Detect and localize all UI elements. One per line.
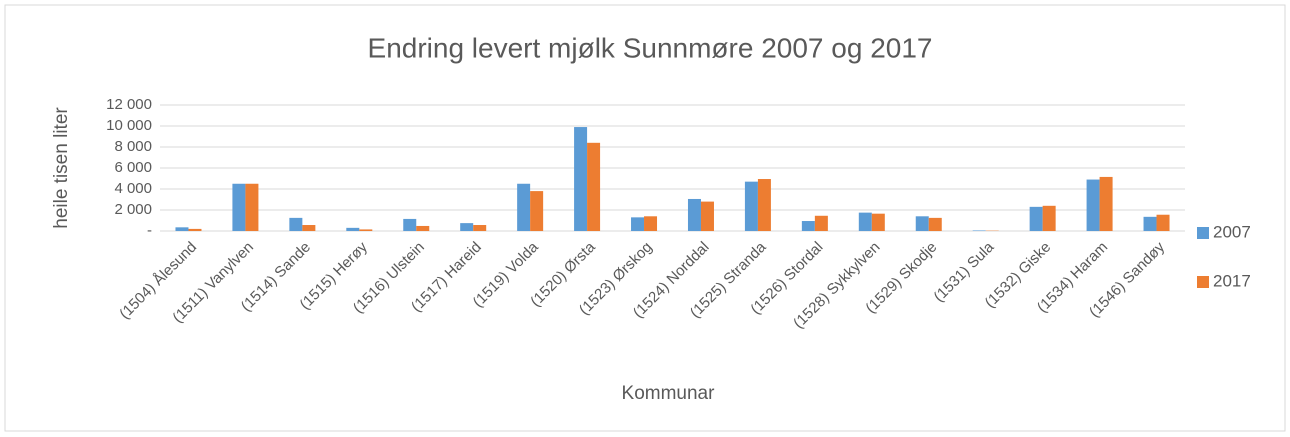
x-axis-title: Kommunar [622, 383, 716, 404]
bar [928, 217, 942, 231]
bar [359, 229, 373, 231]
bar [1099, 176, 1113, 231]
bar [644, 216, 658, 231]
y-axis-title: heile tisen liter [51, 107, 72, 229]
y-tick-label: 2 000 [114, 201, 152, 218]
bar [801, 221, 815, 231]
bar [700, 201, 714, 231]
y-tick-label: 4 000 [114, 180, 152, 197]
legend-label: 2017 [1213, 271, 1251, 290]
bar [188, 228, 202, 231]
bar [972, 230, 986, 231]
bar [1086, 179, 1100, 231]
y-tick-label: 6 000 [114, 159, 152, 176]
bar [232, 183, 246, 231]
bar [1156, 214, 1170, 231]
bar [858, 212, 872, 231]
bar [631, 217, 645, 231]
bar [687, 198, 701, 231]
bar [587, 142, 601, 231]
bar [403, 218, 417, 231]
y-tick-label: - [147, 222, 152, 239]
bar [460, 223, 474, 231]
legend-label: 2007 [1213, 222, 1251, 241]
legend-swatch [1197, 227, 1209, 239]
bar [517, 183, 531, 231]
bar [1143, 216, 1157, 231]
bar [473, 225, 487, 231]
bar [289, 217, 303, 231]
y-tick-label: 12 000 [106, 96, 152, 113]
bar [915, 216, 929, 231]
bar [346, 227, 360, 231]
bar [814, 215, 828, 231]
bar [744, 181, 758, 231]
bar [1029, 206, 1043, 231]
chart-title: Endring levert mjølk Sunnmøre 2007 og 20… [368, 32, 933, 63]
bar [416, 225, 430, 231]
bar [530, 191, 544, 231]
legend-swatch [1197, 276, 1209, 288]
bar [871, 213, 885, 231]
bar [245, 183, 259, 231]
bar [175, 227, 189, 231]
y-tick-label: 10 000 [106, 117, 152, 134]
bar [302, 225, 316, 231]
bar [574, 127, 588, 231]
y-tick-label: 8 000 [114, 138, 152, 155]
bar [1042, 205, 1056, 231]
bar [757, 179, 771, 231]
